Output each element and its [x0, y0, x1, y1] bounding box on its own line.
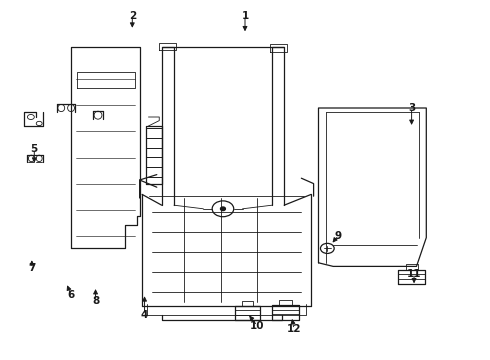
Text: 8: 8 [92, 296, 99, 306]
Text: 1: 1 [242, 11, 248, 21]
Circle shape [220, 207, 225, 211]
Text: 5: 5 [31, 144, 38, 154]
Text: 6: 6 [68, 290, 74, 300]
Text: 2: 2 [129, 11, 136, 21]
Text: 12: 12 [287, 324, 301, 334]
Text: 7: 7 [28, 263, 36, 273]
Text: 9: 9 [335, 231, 342, 241]
Text: 10: 10 [250, 321, 265, 331]
Text: 11: 11 [407, 269, 421, 279]
Text: 4: 4 [141, 310, 148, 320]
Text: 3: 3 [408, 103, 415, 113]
